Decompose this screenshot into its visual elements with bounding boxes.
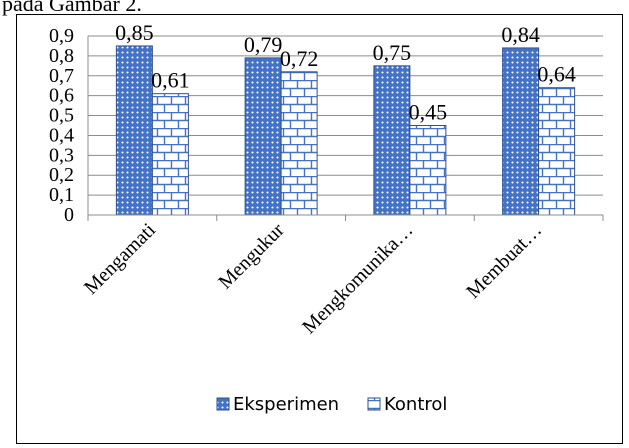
caption-fragment: pada Gambar 2. [2, 0, 142, 16]
bar-kontrol [151, 93, 189, 216]
y-tick-label: 0,5 [49, 105, 74, 127]
legend-swatch-eksperimen [216, 397, 230, 411]
y-tick-label: 0,6 [49, 85, 74, 107]
data-label-eksperimen: 0,85 [115, 20, 154, 45]
bar-eksperimen [502, 47, 540, 216]
y-tick-label: 0,3 [49, 144, 74, 166]
data-label-eksperimen: 0,79 [244, 32, 283, 57]
data-label-kontrol: 0,72 [280, 46, 319, 71]
data-label-kontrol: 0,64 [537, 62, 576, 87]
bar-eksperimen [244, 57, 282, 216]
legend-label-eksperimen: Eksperimen [233, 394, 339, 415]
x-category-label: Membuat… [462, 219, 546, 303]
legend-label-kontrol: Kontrol [384, 394, 447, 415]
y-tick-label: 0,7 [49, 65, 74, 87]
bar-kontrol [538, 87, 576, 216]
data-label-kontrol: 0,61 [151, 68, 190, 93]
legend: Eksperimen Kontrol [216, 394, 447, 415]
data-label-eksperimen: 0,84 [501, 22, 540, 47]
bar-eksperimen [115, 45, 153, 216]
data-label-kontrol: 0,45 [409, 100, 448, 125]
data-label-eksperimen: 0,75 [373, 40, 412, 65]
y-tick-label: 0 [64, 204, 74, 226]
x-category-label: Mengukur [214, 219, 289, 294]
y-tick-label: 0,9 [49, 25, 74, 47]
legend-swatch-kontrol [367, 397, 381, 411]
bars [115, 45, 576, 216]
bar-kontrol [409, 125, 447, 216]
y-tick-label: 0,4 [49, 124, 74, 146]
y-tick-label: 0,8 [49, 45, 74, 67]
bar-eksperimen [373, 65, 411, 216]
bar-kontrol [280, 71, 318, 216]
y-tick-label: 0,1 [49, 184, 74, 206]
data-labels: 0,85 0,61 0,790,72 0,75 0,45 0,84 0,64 [115, 20, 576, 125]
y-tick-label: 0,2 [49, 164, 74, 186]
x-category-label: Mengamati [80, 219, 160, 299]
x-category-label: Mengkomunika… [298, 219, 417, 338]
